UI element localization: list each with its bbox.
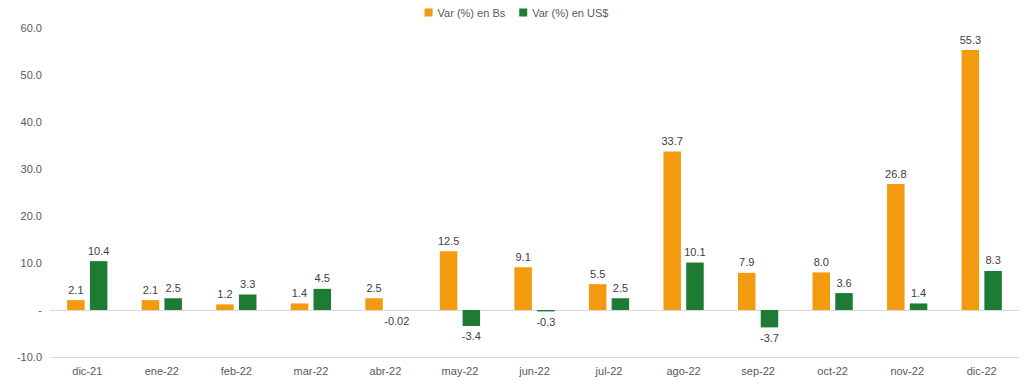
svg-text:2.5: 2.5 <box>613 282 628 294</box>
svg-text:10.0: 10.0 <box>21 257 42 269</box>
svg-text:3.3: 3.3 <box>240 278 255 290</box>
svg-text:dic-22: dic-22 <box>967 365 997 377</box>
svg-text:-3.4: -3.4 <box>462 330 481 342</box>
svg-text:Var (%) en Bs: Var (%) en Bs <box>438 7 506 19</box>
svg-text:9.1: 9.1 <box>515 251 530 263</box>
svg-text:8.3: 8.3 <box>985 254 1000 266</box>
svg-text:8.0: 8.0 <box>814 256 829 268</box>
svg-text:-10.0: -10.0 <box>17 351 42 363</box>
svg-text:1.2: 1.2 <box>217 288 232 300</box>
svg-text:dic-21: dic-21 <box>72 365 102 377</box>
svg-text:40.0: 40.0 <box>21 116 42 128</box>
svg-text:-0.02: -0.02 <box>384 315 409 327</box>
svg-text:mar-22: mar-22 <box>293 365 328 377</box>
svg-text:33.7: 33.7 <box>661 135 682 147</box>
svg-text:30.0: 30.0 <box>21 163 42 175</box>
svg-text:10.4: 10.4 <box>88 245 109 257</box>
svg-text:may-22: may-22 <box>442 365 479 377</box>
svg-text:ago-22: ago-22 <box>666 365 700 377</box>
svg-text:20.0: 20.0 <box>21 210 42 222</box>
svg-text:5.5: 5.5 <box>590 268 605 280</box>
svg-text:55.3: 55.3 <box>960 34 981 46</box>
svg-text:abr-22: abr-22 <box>370 365 402 377</box>
svg-text:2.5: 2.5 <box>166 282 181 294</box>
svg-text:12.5: 12.5 <box>438 235 459 247</box>
svg-text:4.5: 4.5 <box>315 272 330 284</box>
svg-text:2.1: 2.1 <box>143 284 158 296</box>
svg-text:-: - <box>38 304 42 316</box>
svg-text:2.5: 2.5 <box>366 282 381 294</box>
svg-text:oct-22: oct-22 <box>817 365 848 377</box>
svg-text:-3.7: -3.7 <box>760 332 779 344</box>
svg-text:7.9: 7.9 <box>739 256 754 268</box>
svg-text:nov-22: nov-22 <box>890 365 924 377</box>
svg-text:jul-22: jul-22 <box>595 365 623 377</box>
svg-text:60.0: 60.0 <box>21 22 42 34</box>
svg-text:50.0: 50.0 <box>21 69 42 81</box>
svg-text:2.1: 2.1 <box>68 284 83 296</box>
svg-text:Var (%) en US$: Var (%) en US$ <box>532 7 608 19</box>
svg-text:jun-22: jun-22 <box>518 365 550 377</box>
svg-text:feb-22: feb-22 <box>221 365 252 377</box>
svg-text:1.4: 1.4 <box>911 287 926 299</box>
svg-text:3.6: 3.6 <box>836 277 851 289</box>
svg-text:sep-22: sep-22 <box>741 365 775 377</box>
svg-text:10.1: 10.1 <box>684 246 705 258</box>
svg-text:-0.3: -0.3 <box>536 316 555 328</box>
svg-text:1.4: 1.4 <box>292 287 307 299</box>
svg-text:ene-22: ene-22 <box>145 365 179 377</box>
svg-text:26.8: 26.8 <box>885 168 906 180</box>
